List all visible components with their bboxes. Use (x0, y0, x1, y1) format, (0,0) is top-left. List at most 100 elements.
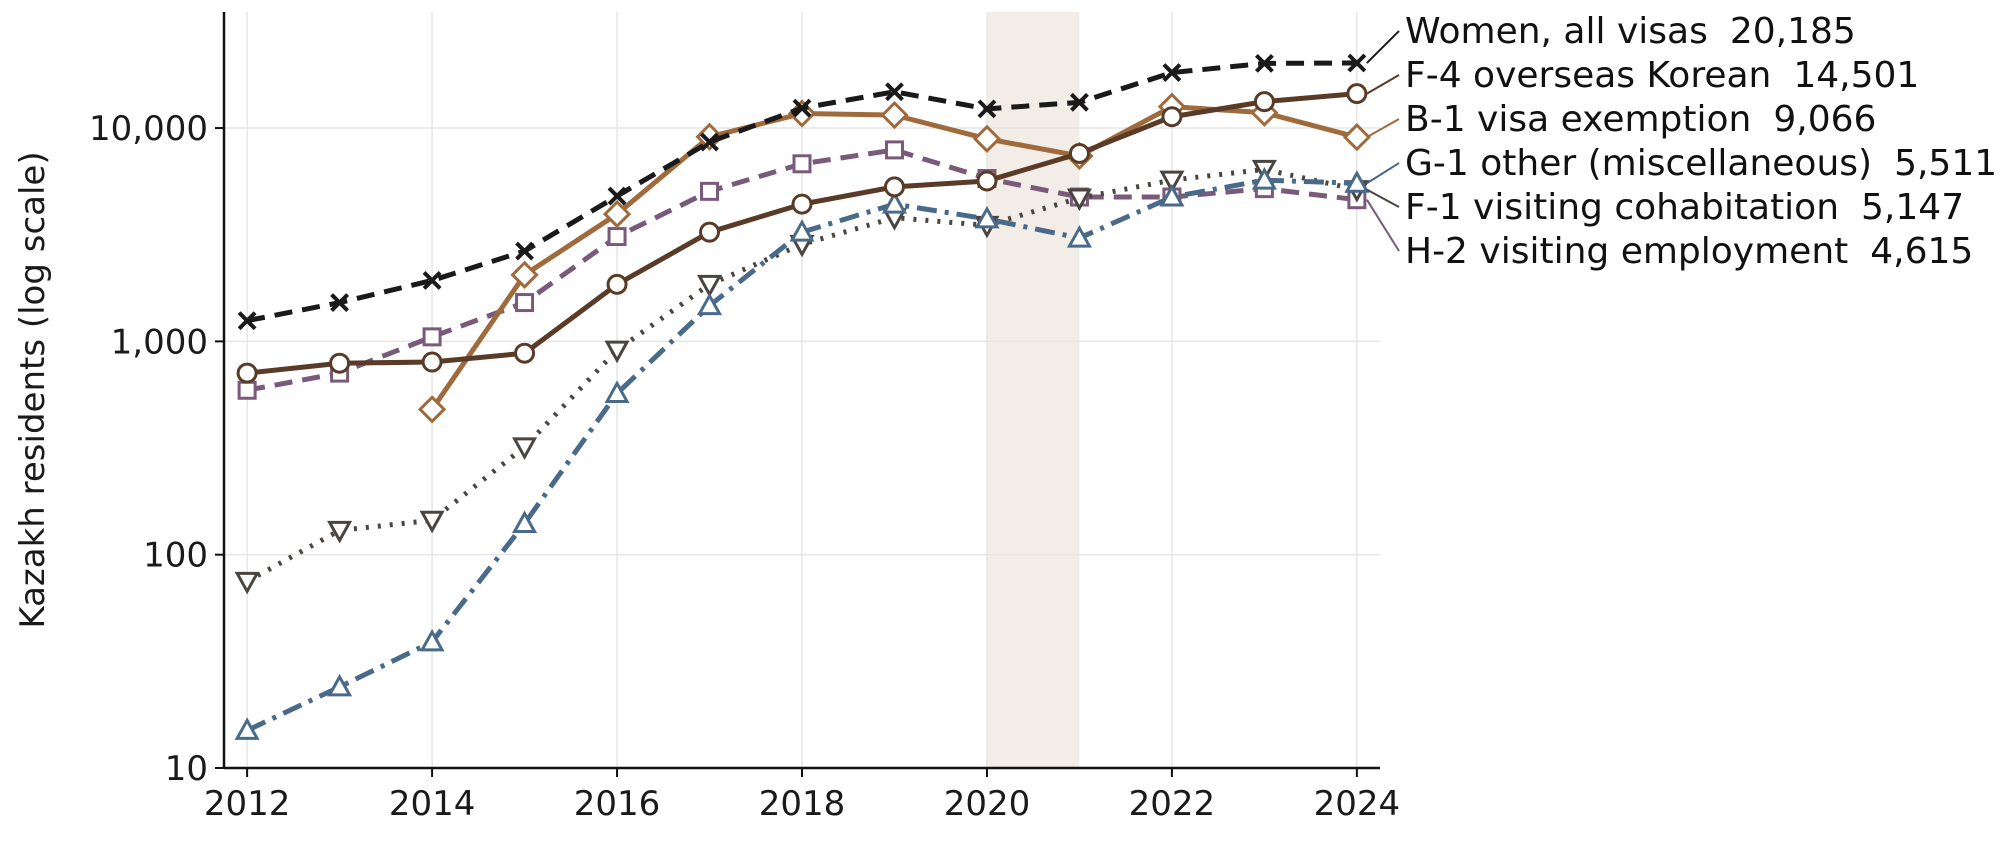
x-tick-label: 2016 (574, 784, 661, 824)
data-point (604, 380, 630, 403)
data-point (422, 327, 442, 347)
data-point (1251, 167, 1277, 190)
data-point (1254, 53, 1274, 73)
data-point (1066, 188, 1092, 212)
data-point (791, 193, 813, 215)
data-point (1068, 142, 1090, 164)
series-label: G-1 other (miscellaneous) 5,511 (1405, 143, 1997, 184)
data-point (792, 98, 812, 118)
data-point (421, 351, 443, 373)
data-point (789, 219, 815, 242)
series-label: Women, all visas 20,185 (1405, 11, 1856, 52)
series (234, 53, 1372, 740)
label-leader (1366, 162, 1400, 185)
series-label: F-1 visiting cohabitation 5,147 (1405, 187, 1964, 228)
data-point (696, 274, 723, 298)
series-group (237, 53, 1367, 331)
data-point (237, 380, 257, 400)
series-name: B-1 visa exemption (1405, 99, 1751, 140)
data-point (1346, 83, 1368, 105)
data-point (972, 124, 1002, 153)
data-point (977, 99, 997, 119)
data-point (419, 628, 445, 652)
data-point (237, 311, 257, 331)
data-point (885, 82, 904, 102)
data-point (700, 181, 720, 201)
data-point (1342, 123, 1372, 152)
series-name: F-4 overseas Korean (1405, 55, 1771, 96)
label-leader (1366, 188, 1400, 208)
data-point (696, 292, 723, 316)
data-point (512, 437, 538, 461)
data-point (604, 340, 630, 364)
data-point (422, 271, 442, 290)
data-point (1070, 92, 1089, 112)
x-tick-label: 2012 (204, 784, 291, 824)
y-tick-label: 10 (165, 749, 208, 789)
data-point (515, 241, 534, 261)
data-point (329, 352, 351, 374)
data-point (883, 176, 905, 198)
data-point (512, 510, 538, 534)
data-point (700, 132, 719, 152)
series-name: Women, all visas (1405, 11, 1708, 52)
data-point (695, 122, 724, 151)
data-point (510, 260, 539, 289)
x-axis-ticks: 2012 2014 2016 2018 2020 2022 2024 (204, 768, 1400, 824)
y-axis-title: Kazakh residents (log scale) (13, 151, 53, 628)
data-point (1161, 106, 1183, 128)
data-point (792, 154, 812, 174)
x-tick-label: 2022 (1129, 784, 1216, 824)
y-tick-label: 10,000 (89, 109, 208, 149)
x-tick-label: 2024 (1314, 784, 1401, 824)
x-tick-label: 2020 (944, 784, 1031, 824)
label-leader (1366, 74, 1400, 95)
series-name: G-1 other (miscellaneous) (1405, 143, 1872, 184)
data-point (606, 273, 628, 295)
data-point (607, 227, 627, 247)
data-point (1159, 183, 1185, 207)
series-group (234, 167, 1370, 740)
data-point (236, 362, 258, 384)
data-point (607, 186, 627, 206)
series-end-value: 14,501 (1793, 55, 1919, 96)
data-point (1253, 91, 1275, 113)
series-label: B-1 visa exemption 9,066 (1405, 99, 1876, 140)
data-point (234, 571, 260, 595)
data-point (514, 342, 536, 364)
label-leader (1366, 199, 1400, 252)
series-end-value: 5,511 (1894, 143, 1997, 184)
data-point (327, 673, 353, 697)
series-label: H-2 visiting employment 4,615 (1405, 231, 1973, 272)
data-point (602, 199, 632, 229)
data-point (1162, 63, 1182, 82)
data-point (881, 191, 908, 214)
data-point (974, 205, 1000, 229)
series-end-value: 4,615 (1870, 231, 1973, 272)
data-point (1344, 170, 1370, 193)
x-tick-label: 2018 (759, 784, 846, 824)
data-point (1159, 170, 1185, 194)
data-point (419, 510, 445, 534)
label-leader (1366, 30, 1400, 64)
y-tick-label: 100 (143, 536, 208, 576)
label-leader (1366, 118, 1400, 139)
data-point (515, 293, 535, 313)
series-label: F-4 overseas Korean 14,501 (1405, 55, 1919, 96)
data-point (880, 100, 909, 130)
data-point (330, 293, 350, 312)
data-point (327, 520, 353, 544)
series-name: F-1 visiting cohabitation (1405, 187, 1839, 228)
data-point (1066, 224, 1092, 248)
data-point (234, 717, 260, 740)
series-end-value: 20,185 (1730, 11, 1856, 52)
series-end-value: 9,066 (1773, 99, 1876, 140)
data-point (884, 140, 904, 160)
data-point (699, 221, 721, 243)
x-tick-label: 2014 (389, 784, 476, 824)
series-end-value: 5,147 (1861, 187, 1964, 228)
shaded-span (986, 12, 1080, 768)
series-name: H-2 visiting employment (1405, 231, 1848, 272)
series-group (236, 83, 1368, 384)
